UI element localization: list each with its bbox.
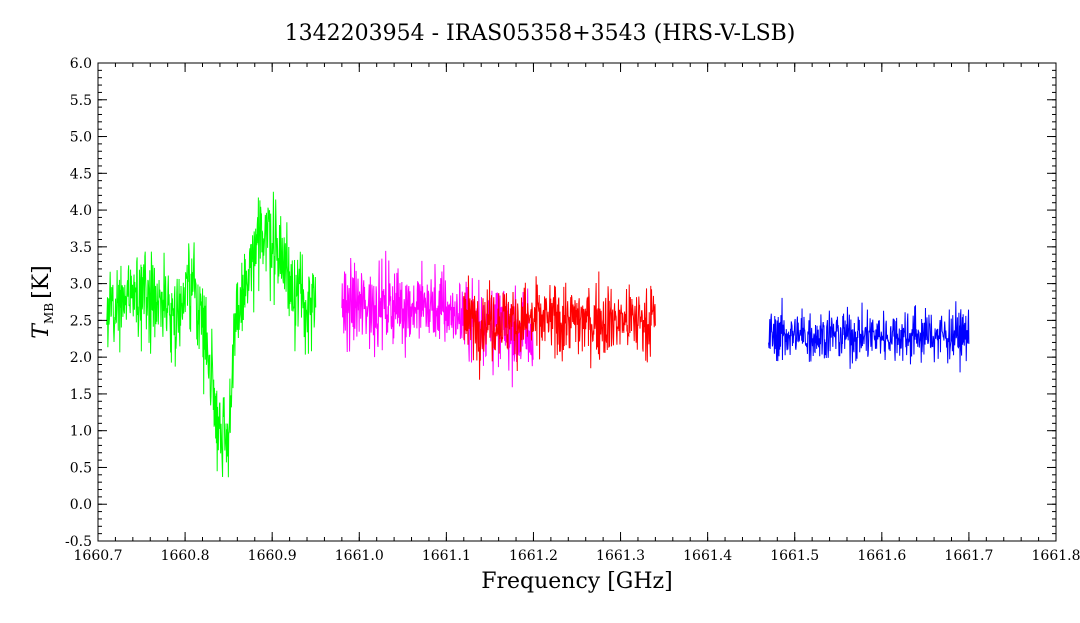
x-tick-label: 1661.1 xyxy=(422,548,471,564)
y-axis-label-subscript: MB xyxy=(42,303,56,324)
x-tick-label: 1661.4 xyxy=(683,548,732,564)
y-tick-label: 2.5 xyxy=(70,313,92,329)
y-tick-label: -0.5 xyxy=(65,534,92,550)
x-axis-label: Frequency [GHz] xyxy=(481,569,673,594)
spectrum-series-1 xyxy=(107,192,316,478)
y-tick-label: 4.0 xyxy=(70,203,92,219)
x-tick-label: 1660.8 xyxy=(161,548,210,564)
chart-title: 1342203954 - IRAS05358+3543 (HRS-V-LSB) xyxy=(285,21,796,46)
y-tick-label: 5.5 xyxy=(70,93,92,109)
x-tick-label: 1661.2 xyxy=(509,548,558,564)
x-tick-label: 1661.8 xyxy=(1032,548,1080,564)
x-tick-label: 1661.6 xyxy=(857,548,906,564)
x-tick-label: 1661.0 xyxy=(335,548,384,564)
y-tick-label: 4.5 xyxy=(70,166,92,182)
y-tick-label: 6.0 xyxy=(70,56,92,72)
x-tick-label: 1660.9 xyxy=(248,548,297,564)
y-tick-label: 3.0 xyxy=(70,277,92,293)
x-tick-label: 1661.3 xyxy=(596,548,645,564)
y-tick-label: 1.0 xyxy=(70,424,92,440)
y-tick-label: 2.0 xyxy=(70,350,92,366)
y-tick-label: 0.5 xyxy=(70,460,92,476)
x-tick-label: 1661.5 xyxy=(770,548,819,564)
x-tick-label: 1660.7 xyxy=(74,548,123,564)
y-tick-label: 1.5 xyxy=(70,387,92,403)
x-tick-label: 1661.7 xyxy=(944,548,993,564)
y-axis-label: TMB[K] xyxy=(29,265,56,338)
y-axis-label-unit: [K] xyxy=(29,265,54,299)
y-tick-label: 5.0 xyxy=(70,130,92,146)
spectrum-series-4 xyxy=(769,298,969,373)
y-tick-label: 3.5 xyxy=(70,240,92,256)
y-tick-label: 0.0 xyxy=(70,497,92,513)
series-layer xyxy=(107,192,969,478)
